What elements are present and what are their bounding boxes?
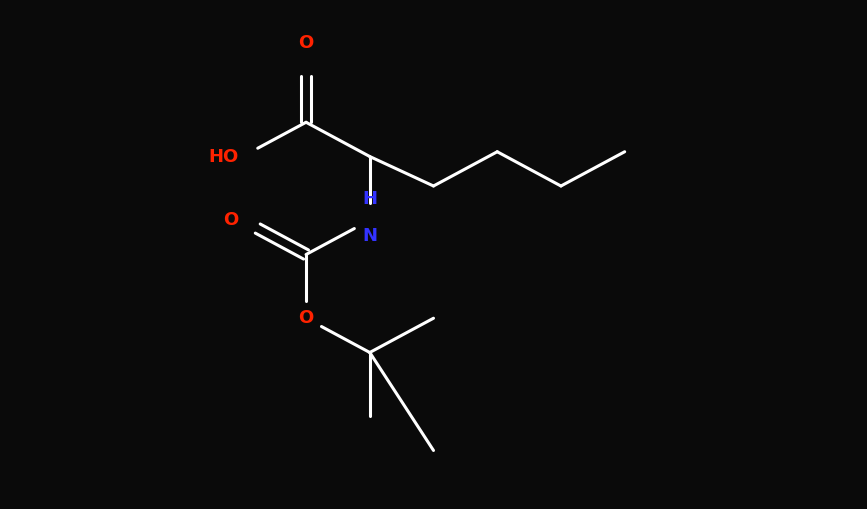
Text: O: O bbox=[298, 34, 314, 52]
Text: O: O bbox=[298, 309, 314, 327]
Text: H: H bbox=[362, 189, 377, 208]
Text: N: N bbox=[362, 227, 377, 245]
Text: HO: HO bbox=[208, 148, 238, 165]
Text: O: O bbox=[223, 211, 238, 229]
